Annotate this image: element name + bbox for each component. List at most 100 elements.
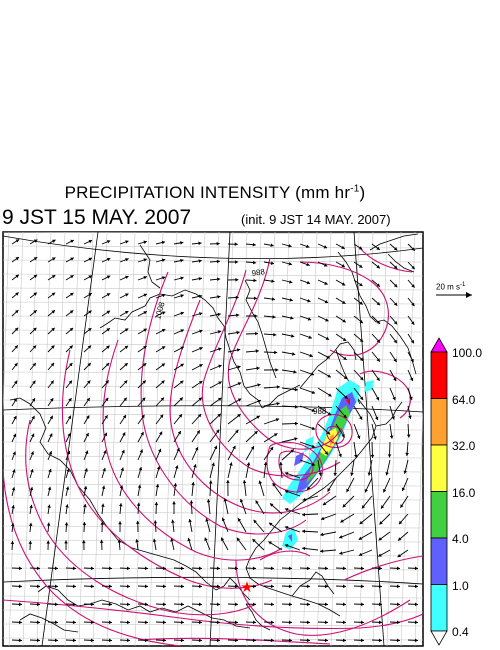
wind-vector-head xyxy=(84,468,88,472)
wind-vector-head xyxy=(10,541,15,545)
graticule-line xyxy=(274,232,290,646)
wind-vector-head xyxy=(284,544,289,548)
wind-vector-head xyxy=(341,245,345,249)
wind-vector-head xyxy=(54,584,58,589)
wind-vector-head xyxy=(143,346,147,350)
wind-vector-head xyxy=(180,584,184,589)
wind-vector-head xyxy=(414,566,418,571)
wind-vector-head xyxy=(198,241,202,246)
wind-vector-head xyxy=(105,363,110,367)
wind-vector-head xyxy=(205,518,209,522)
colorbar-segment xyxy=(430,584,448,632)
init-time: (init. 9 JST 14 MAY. 2007) xyxy=(241,212,391,227)
wind-vector-head xyxy=(375,396,380,401)
wind-vector-head xyxy=(82,522,87,526)
wind-vector-head xyxy=(216,241,220,246)
wind-vector-head xyxy=(274,350,278,355)
graticule-line xyxy=(64,232,80,646)
wind-vector-head xyxy=(101,503,105,507)
wind-vector-head xyxy=(359,338,364,342)
wind-vector-head xyxy=(141,397,146,402)
wind-vector-head xyxy=(69,362,73,367)
wind-vector-head xyxy=(87,362,91,367)
graticule-line xyxy=(3,287,423,291)
wind-vector-head xyxy=(106,240,111,244)
wind-vector-head xyxy=(234,242,238,246)
wind-vector-head xyxy=(302,529,306,534)
wind-vector-head xyxy=(367,472,372,476)
wind-vector-head xyxy=(12,469,16,473)
wind-vector-head xyxy=(154,502,159,506)
wind-vector-head xyxy=(70,239,74,244)
wind-vector-head xyxy=(36,638,40,643)
wind-vector-head xyxy=(99,539,104,543)
colorbar-level: 4.0 xyxy=(452,532,469,546)
wind-vector-head xyxy=(226,480,230,484)
wind-vector-head xyxy=(12,451,16,455)
wind-vector-head xyxy=(15,257,19,261)
wind-vector-head xyxy=(31,415,35,420)
wind-vector-head xyxy=(323,245,328,249)
graticule-line xyxy=(386,232,402,646)
wind-vector-head xyxy=(396,566,400,571)
wind-vector-head xyxy=(235,260,239,264)
wind-vector-head xyxy=(198,584,202,589)
graticule-line xyxy=(106,232,122,646)
wind-vector-head xyxy=(342,638,346,643)
wind-vector-head xyxy=(343,375,348,380)
wind-vector-head xyxy=(272,315,276,319)
wind-vector-head xyxy=(305,244,310,248)
graticule-line xyxy=(3,357,423,361)
wind-vector-head xyxy=(88,239,93,244)
wind-vector-head xyxy=(324,638,328,643)
wind-vector-head xyxy=(311,426,316,430)
wind-vector-head xyxy=(33,327,37,332)
wind-vector-head xyxy=(408,415,412,419)
wind-vector-head xyxy=(88,257,93,261)
wind-vector-head xyxy=(364,488,368,493)
wind-vector-head xyxy=(344,395,348,399)
colorbar-segment xyxy=(430,444,448,492)
wind-vector-head xyxy=(327,374,331,378)
wind-vector-head xyxy=(46,540,50,544)
wind-vector-head xyxy=(14,327,19,332)
wind-vector-head xyxy=(143,258,147,262)
wind-vector-head xyxy=(170,538,174,542)
wind-vector-head xyxy=(272,483,276,487)
location-star-marker: ★ xyxy=(240,579,253,596)
wind-vector-head xyxy=(218,381,222,385)
wind-vector-head xyxy=(198,638,202,643)
wind-vector-head xyxy=(198,259,202,263)
wind-vector-head xyxy=(268,522,273,526)
wind-vector-head xyxy=(379,521,383,525)
wind-vector-head xyxy=(397,553,402,558)
graticule-line xyxy=(3,595,423,599)
wind-vector-head xyxy=(215,429,220,434)
wind-vector-head xyxy=(216,566,220,571)
graticule-line xyxy=(3,539,423,543)
wind-vector-head xyxy=(324,299,329,304)
colorbar-level: 0.4 xyxy=(452,625,469,639)
wind-vector-head xyxy=(14,362,18,367)
wind-vector-head xyxy=(153,520,158,524)
wind-vector-head xyxy=(323,263,328,267)
wind-vector-head xyxy=(87,328,92,332)
wind-vector-head xyxy=(235,295,239,300)
wind-vector-head xyxy=(414,620,418,625)
wind-vector-head xyxy=(217,330,222,334)
wind-vector-head xyxy=(106,275,111,279)
wind-vector-head xyxy=(31,433,35,438)
wind-vector-head xyxy=(359,301,363,305)
wind-vector-head xyxy=(159,431,163,436)
wind-vector-head xyxy=(393,247,398,251)
wind-vector-head xyxy=(254,314,258,318)
wind-vector-head xyxy=(36,584,40,589)
wind-vector-head xyxy=(126,638,130,643)
wind-vector-head xyxy=(358,536,363,540)
wind-vector-head xyxy=(338,453,342,458)
wind-vector-head xyxy=(124,363,128,367)
wind-vector-head xyxy=(11,505,15,509)
wind-vector-head xyxy=(104,397,109,402)
wind-vector-head xyxy=(258,480,263,485)
wind-vector-head xyxy=(270,638,274,643)
